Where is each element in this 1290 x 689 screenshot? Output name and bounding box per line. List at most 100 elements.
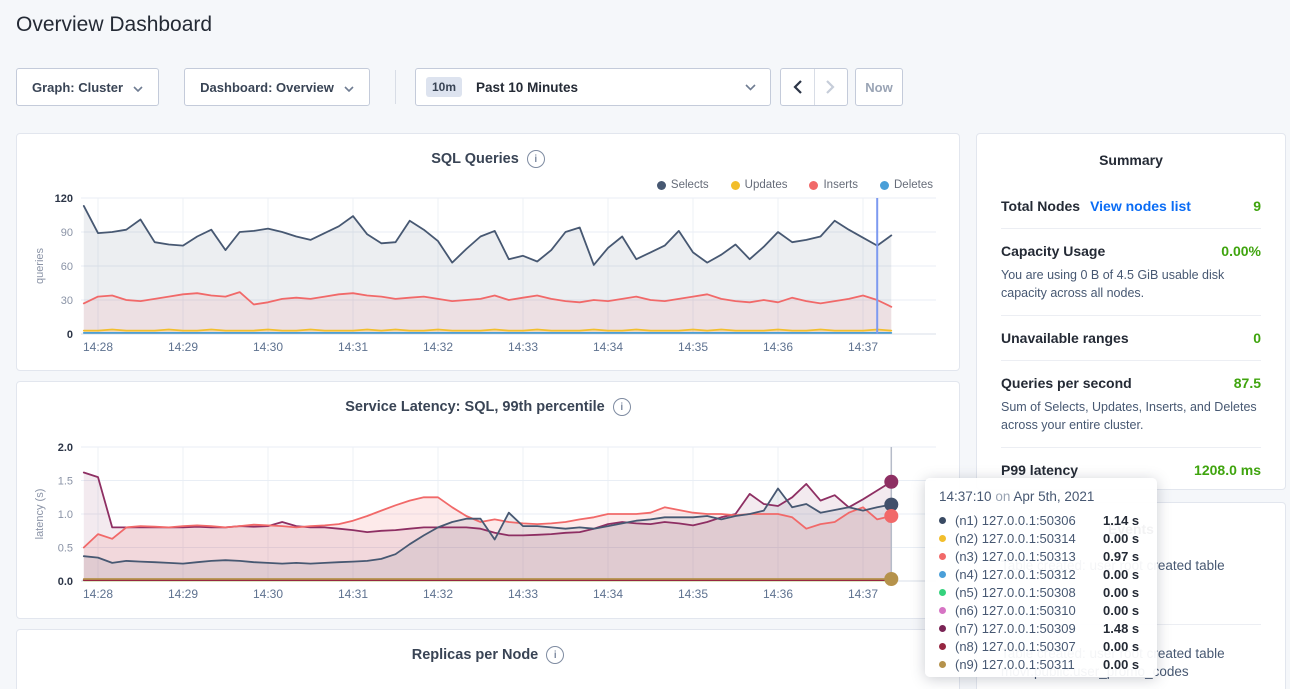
svg-text:14:34: 14:34 — [593, 587, 623, 601]
svg-text:14:37: 14:37 — [848, 587, 878, 601]
svg-text:60: 60 — [61, 261, 73, 273]
tooltip-node-address: (n8) 127.0.0.1:50307 — [955, 639, 1103, 654]
summary-item-label: Total Nodes — [1001, 197, 1080, 215]
chevron-down-icon — [745, 78, 756, 96]
tooltip-timestamp: 14:37:10 on Apr 5th, 2021 — [939, 487, 1143, 507]
chevron-down-icon — [344, 80, 354, 95]
summary-item-label: Queries per second — [1001, 374, 1132, 392]
page-title: Overview Dashboard — [16, 13, 212, 37]
summary-items: Total Nodes View nodes list 9 Capacity Usag… — [977, 184, 1285, 490]
tooltip-node-address: (n6) 127.0.0.1:50310 — [955, 603, 1103, 618]
summary-item-value: 0 — [1253, 329, 1261, 347]
node-color-dot-icon — [939, 661, 946, 668]
prev-time-button[interactable] — [781, 69, 814, 105]
node-color-dot-icon — [939, 535, 946, 542]
tooltip-node-value: 1.14 s — [1103, 513, 1139, 528]
tooltip-row: (n6) 127.0.0.1:503100.00 s — [939, 601, 1143, 619]
tooltip-row: (n9) 127.0.0.1:503110.00 s — [939, 655, 1143, 673]
summary-item-label: Capacity Usage — [1001, 242, 1105, 260]
summary-item-row: Unavailable ranges0 — [1001, 329, 1261, 347]
svg-text:14:33: 14:33 — [508, 587, 538, 601]
time-range-badge: 10m — [426, 77, 462, 97]
node-color-dot-icon — [939, 625, 946, 632]
dashboard-dropdown[interactable]: Dashboard: Overview — [184, 68, 370, 106]
tooltip-node-address: (n5) 127.0.0.1:50308 — [955, 585, 1103, 600]
svg-text:14:36: 14:36 — [763, 340, 793, 354]
now-button[interactable]: Now — [855, 68, 903, 106]
summary-item-row: Total Nodes View nodes list 9 — [1001, 197, 1261, 215]
tooltip-row: (n1) 127.0.0.1:503061.14 s — [939, 511, 1143, 529]
tooltip-node-value: 0.00 s — [1103, 567, 1139, 582]
time-range-dropdown[interactable]: 10m Past 10 Minutes — [415, 68, 771, 106]
svg-text:14:35: 14:35 — [678, 340, 708, 354]
graph-dropdown-label: Graph: Cluster — [32, 80, 123, 95]
summary-item: Capacity Usage0.00%You are using 0 B of … — [1001, 229, 1261, 316]
svg-text:14:35: 14:35 — [678, 587, 708, 601]
summary-item-label: P99 latency — [1001, 461, 1078, 479]
tooltip-node-address: (n2) 127.0.0.1:50314 — [955, 531, 1103, 546]
svg-text:14:31: 14:31 — [338, 587, 368, 601]
summary-item-row: P99 latency 1208.0 ms — [1001, 461, 1261, 479]
time-nav-arrows — [780, 68, 848, 106]
chart-hover-tooltip: 14:37:10 on Apr 5th, 2021 (n1) 127.0.0.1… — [925, 478, 1157, 677]
svg-text:14:33: 14:33 — [508, 340, 538, 354]
tooltip-row: (n8) 127.0.0.1:503070.00 s — [939, 637, 1143, 655]
summary-item-value: 1208.0 ms — [1194, 461, 1261, 479]
summary-item-desc: Sum of Selects, Updates, Inserts, and De… — [1001, 398, 1261, 434]
summary-item-value: 9 — [1253, 197, 1261, 215]
node-color-dot-icon — [939, 517, 946, 524]
svg-text:1.5: 1.5 — [58, 476, 73, 488]
next-time-button[interactable] — [814, 69, 848, 105]
svg-text:14:30: 14:30 — [253, 340, 283, 354]
tooltip-row: (n3) 127.0.0.1:503130.97 s — [939, 547, 1143, 565]
summary-title: Summary — [977, 134, 1285, 168]
tooltip-row: (n5) 127.0.0.1:503080.00 s — [939, 583, 1143, 601]
svg-text:14:37: 14:37 — [848, 340, 878, 354]
overview-dashboard-page: Overview Dashboard Graph: Cluster Dashbo… — [0, 0, 1290, 689]
svg-text:14:32: 14:32 — [423, 340, 453, 354]
tooltip-node-value: 1.48 s — [1103, 621, 1139, 636]
svg-text:14:34: 14:34 — [593, 340, 623, 354]
view-nodes-list-link[interactable]: View nodes list — [1090, 197, 1191, 215]
dashboard-dropdown-label: Dashboard: Overview — [200, 80, 334, 95]
tooltip-node-value: 0.00 s — [1103, 657, 1139, 672]
summary-item: Total Nodes View nodes list 9 — [1001, 184, 1261, 229]
svg-text:14:30: 14:30 — [253, 587, 283, 601]
replicas-per-node-title: Replicas per Node i — [17, 646, 959, 664]
tooltip-node-value: 0.00 s — [1103, 603, 1139, 618]
svg-text:0: 0 — [67, 329, 73, 341]
svg-text:2.0: 2.0 — [58, 442, 73, 454]
tooltip-row: (n7) 127.0.0.1:503091.48 s — [939, 619, 1143, 637]
tooltip-node-value: 0.00 s — [1103, 585, 1139, 600]
service-latency-plot[interactable]: 0.00.51.01.52.014:2814:2914:3014:3114:32… — [17, 382, 959, 618]
tooltip-row: (n2) 127.0.0.1:503140.00 s — [939, 529, 1143, 547]
graph-dropdown[interactable]: Graph: Cluster — [16, 68, 159, 106]
info-icon[interactable]: i — [546, 646, 564, 664]
time-range-label: Past 10 Minutes — [476, 80, 745, 95]
svg-text:30: 30 — [61, 295, 73, 307]
chevron-down-icon — [133, 80, 143, 95]
svg-text:90: 90 — [61, 227, 73, 239]
tooltip-row: (n4) 127.0.0.1:503120.00 s — [939, 565, 1143, 583]
svg-text:14:28: 14:28 — [83, 340, 113, 354]
svg-text:14:29: 14:29 — [168, 340, 198, 354]
summary-item: Unavailable ranges0 — [1001, 316, 1261, 361]
node-color-dot-icon — [939, 553, 946, 560]
summary-item: Queries per second87.5Sum of Selects, Up… — [1001, 361, 1261, 448]
node-color-dot-icon — [939, 643, 946, 650]
node-color-dot-icon — [939, 607, 946, 614]
svg-text:14:31: 14:31 — [338, 340, 368, 354]
summary-item-row: Capacity Usage0.00% — [1001, 242, 1261, 260]
sql-queries-card: SQL Queries i SelectsUpdatesInsertsDelet… — [16, 133, 960, 371]
sql-queries-plot[interactable]: 0 30 60 90 120 14:28 14:29 14:30 14:31 14:32 14:33… — [17, 134, 959, 370]
svg-text:0.5: 0.5 — [58, 543, 73, 555]
tooltip-node-value: 0.97 s — [1103, 549, 1139, 564]
svg-text:latency (s): latency (s) — [34, 489, 46, 540]
svg-text:queries: queries — [34, 247, 46, 284]
tooltip-node-value: 0.00 s — [1103, 639, 1139, 654]
svg-text:14:32: 14:32 — [423, 587, 453, 601]
svg-text:14:29: 14:29 — [168, 587, 198, 601]
svg-text:120: 120 — [55, 193, 73, 205]
tooltip-node-value: 0.00 s — [1103, 531, 1139, 546]
svg-text:0.0: 0.0 — [58, 576, 73, 588]
